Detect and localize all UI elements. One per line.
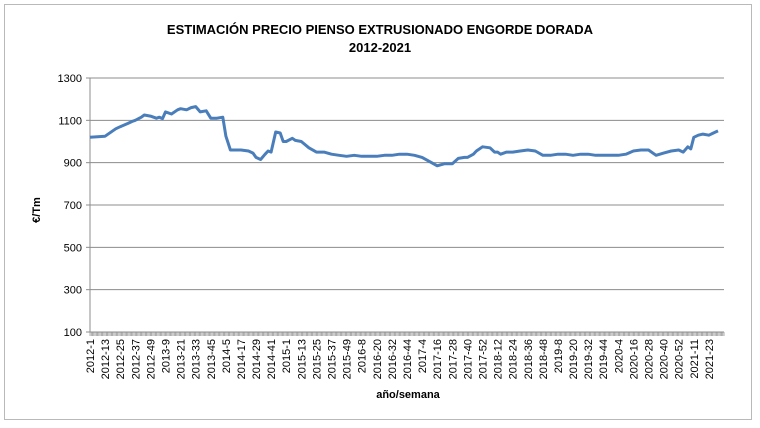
x-tick-label: 2014-5 xyxy=(221,339,233,373)
x-tick-label: 2018-36 xyxy=(523,339,535,379)
x-tick-label: 2014-41 xyxy=(266,339,278,379)
gridlines xyxy=(90,77,724,291)
x-tick-label: 2020-40 xyxy=(659,339,671,379)
x-tick-label: 2021-11 xyxy=(689,339,701,379)
x-tick-label: 2020-4 xyxy=(613,339,625,373)
x-tick-label: 2015-49 xyxy=(342,339,354,379)
chart-title: ESTIMACIÓN PRECIO PIENSO EXTRUSIONADO EN… xyxy=(167,22,594,37)
x-tick-label: 2018-24 xyxy=(508,339,520,379)
x-axis-title: año/semana xyxy=(376,389,440,401)
x-tick-label: 2020-28 xyxy=(644,339,656,379)
x-tick-label: 2018-12 xyxy=(493,339,505,379)
x-tick-label: 2015-25 xyxy=(311,339,323,379)
x-tick-label: 2019-20 xyxy=(568,339,580,379)
x-tick-label: 2013-9 xyxy=(160,339,172,373)
x-tick-label: 2019-32 xyxy=(583,339,595,379)
y-tick-label: 900 xyxy=(64,158,82,170)
x-axis-ticks: 2012-1 2012-13 2012-25 2012-37 2012-49 2013-9… xyxy=(85,339,716,379)
series-layer xyxy=(89,105,719,168)
x-tick-label: 2012-49 xyxy=(145,339,157,379)
y-tick-label: 700 xyxy=(64,200,82,212)
x-tick-label: 2019-8 xyxy=(553,339,565,373)
x-tick-label: 2012-37 xyxy=(130,339,142,379)
x-tick-label: 2012-25 xyxy=(115,339,127,379)
x-tick-label: 2014-17 xyxy=(236,339,248,379)
chart-frame xyxy=(4,4,752,420)
x-tick-label: 2019-44 xyxy=(598,339,610,379)
y-tick-label: 1300 xyxy=(58,73,82,85)
x-tick-label: 2015-1 xyxy=(281,339,293,373)
x-tick-label: 2020-52 xyxy=(674,339,686,379)
x-tick-label: 2015-13 xyxy=(296,339,308,379)
x-tick-label: 2017-40 xyxy=(462,339,474,379)
x-tick-label: 2017-28 xyxy=(447,339,459,379)
x-tick-label: 2016-20 xyxy=(372,339,384,379)
x-tick-label: 2012-1 xyxy=(85,339,97,373)
x-tick-label: 2020-16 xyxy=(628,339,640,379)
x-tick-label: 2017-16 xyxy=(432,339,444,379)
x-tick-label: 2013-33 xyxy=(191,339,203,379)
x-tick-label: 2017-52 xyxy=(477,339,489,379)
y-tick-label: 100 xyxy=(64,327,82,339)
x-tick-label: 2014-29 xyxy=(251,339,263,379)
x-tick-label: 2021-23 xyxy=(704,339,716,379)
x-tick-label: 2016-32 xyxy=(387,339,399,379)
x-tick-label: 2013-45 xyxy=(206,339,218,379)
chart-subtitle: 2012-2021 xyxy=(349,40,411,55)
x-tick-label: 2017-4 xyxy=(417,339,429,373)
x-tick-label: 2018-48 xyxy=(538,339,550,379)
x-tick-label: 2015-37 xyxy=(327,339,339,379)
y-tick-label: 500 xyxy=(64,242,82,254)
y-tick-label: 300 xyxy=(64,285,82,297)
x-tick-label: 2013-21 xyxy=(176,339,188,379)
y-tick-label: 1100 xyxy=(58,115,82,127)
y-axis-ticks: 100 300 500 700 900 1100 1300 xyxy=(58,73,90,339)
y-axis-title: €/Tm xyxy=(31,197,43,223)
x-axis xyxy=(89,78,725,336)
x-tick-label: 2016-44 xyxy=(402,339,414,379)
series-line-0 xyxy=(89,105,719,168)
x-tick-label: 2016-8 xyxy=(357,339,369,373)
x-tick-label: 2012-13 xyxy=(100,339,112,379)
